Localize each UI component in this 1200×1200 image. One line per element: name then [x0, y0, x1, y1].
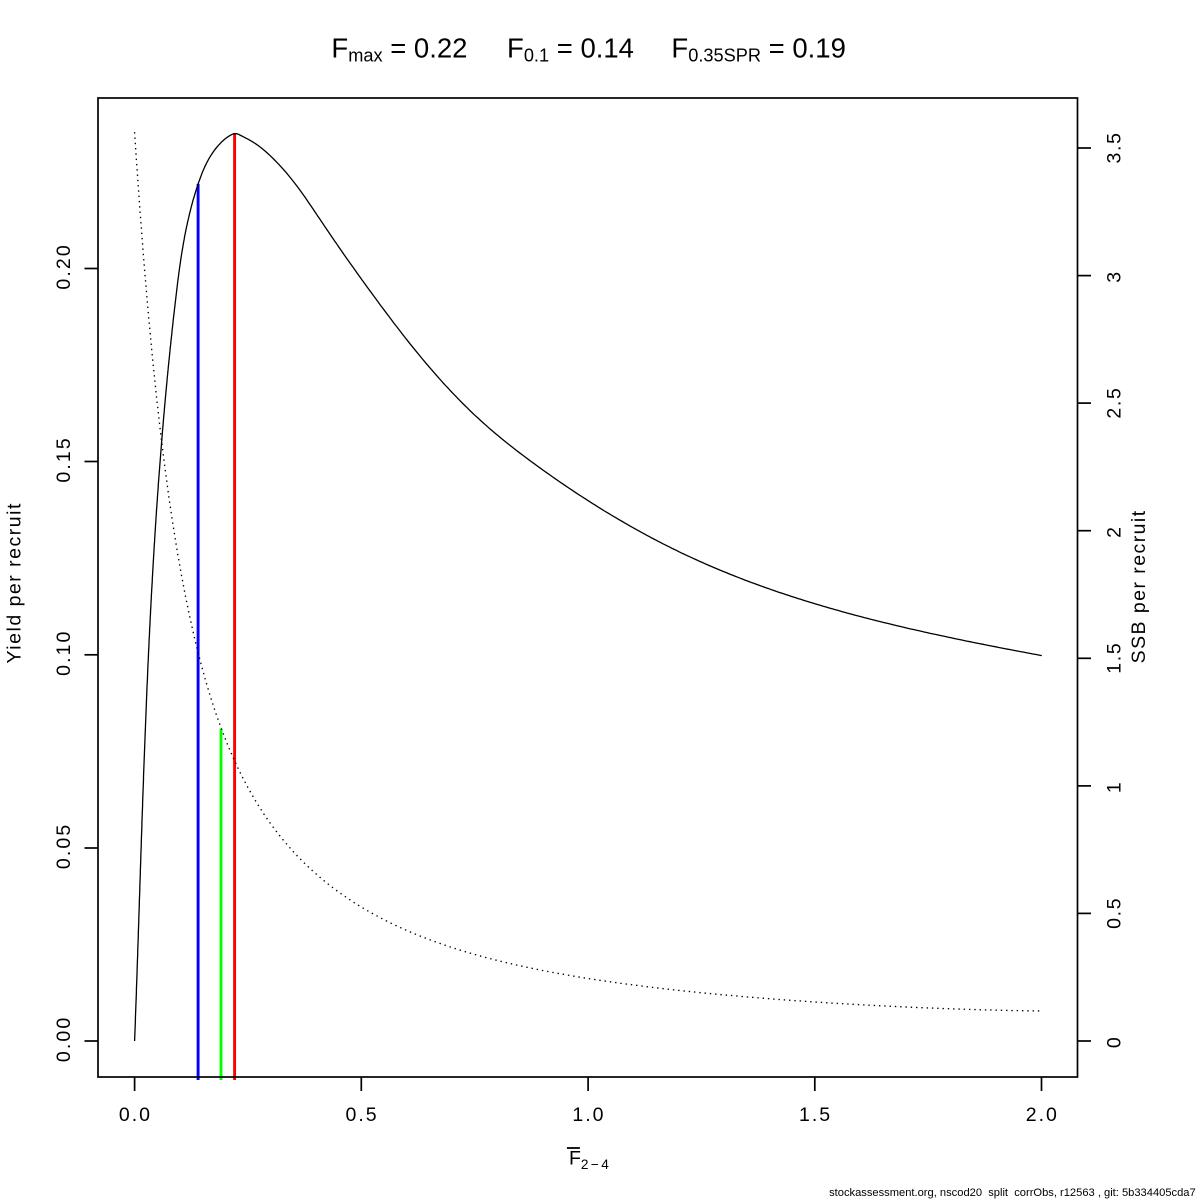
svg-text:0.5: 0.5 [346, 1104, 379, 1126]
svg-text:F0.1 = 0.14: F0.1 = 0.14 [507, 33, 634, 66]
svg-text:1.0: 1.0 [572, 1104, 605, 1126]
svg-text:SSB per recruit: SSB per recruit [1128, 509, 1150, 663]
svg-text:1.5: 1.5 [799, 1104, 832, 1126]
svg-text:0.00: 0.00 [53, 1016, 75, 1062]
svg-text:2: 2 [1103, 525, 1125, 538]
svg-text:0.05: 0.05 [53, 823, 75, 869]
svg-text:stockassessment.org, nscod20: stockassessment.org, nscod20 split corrO… [829, 1187, 1196, 1199]
svg-text:0.5: 0.5 [1103, 897, 1125, 929]
svg-text:2.0: 2.0 [1026, 1104, 1059, 1126]
svg-text:1.5: 1.5 [1103, 642, 1125, 674]
svg-text:0.10: 0.10 [53, 630, 75, 676]
svg-text:0.20: 0.20 [53, 243, 75, 289]
svg-text:0.15: 0.15 [53, 436, 75, 482]
svg-text:2.5: 2.5 [1103, 386, 1125, 418]
svg-text:0: 0 [1103, 1036, 1125, 1049]
svg-text:0.0: 0.0 [119, 1104, 152, 1126]
svg-text:3: 3 [1103, 270, 1125, 283]
svg-text:1: 1 [1103, 781, 1125, 794]
svg-text:Yield per recruit: Yield per recruit [4, 502, 26, 663]
svg-text:3.5: 3.5 [1103, 131, 1125, 163]
